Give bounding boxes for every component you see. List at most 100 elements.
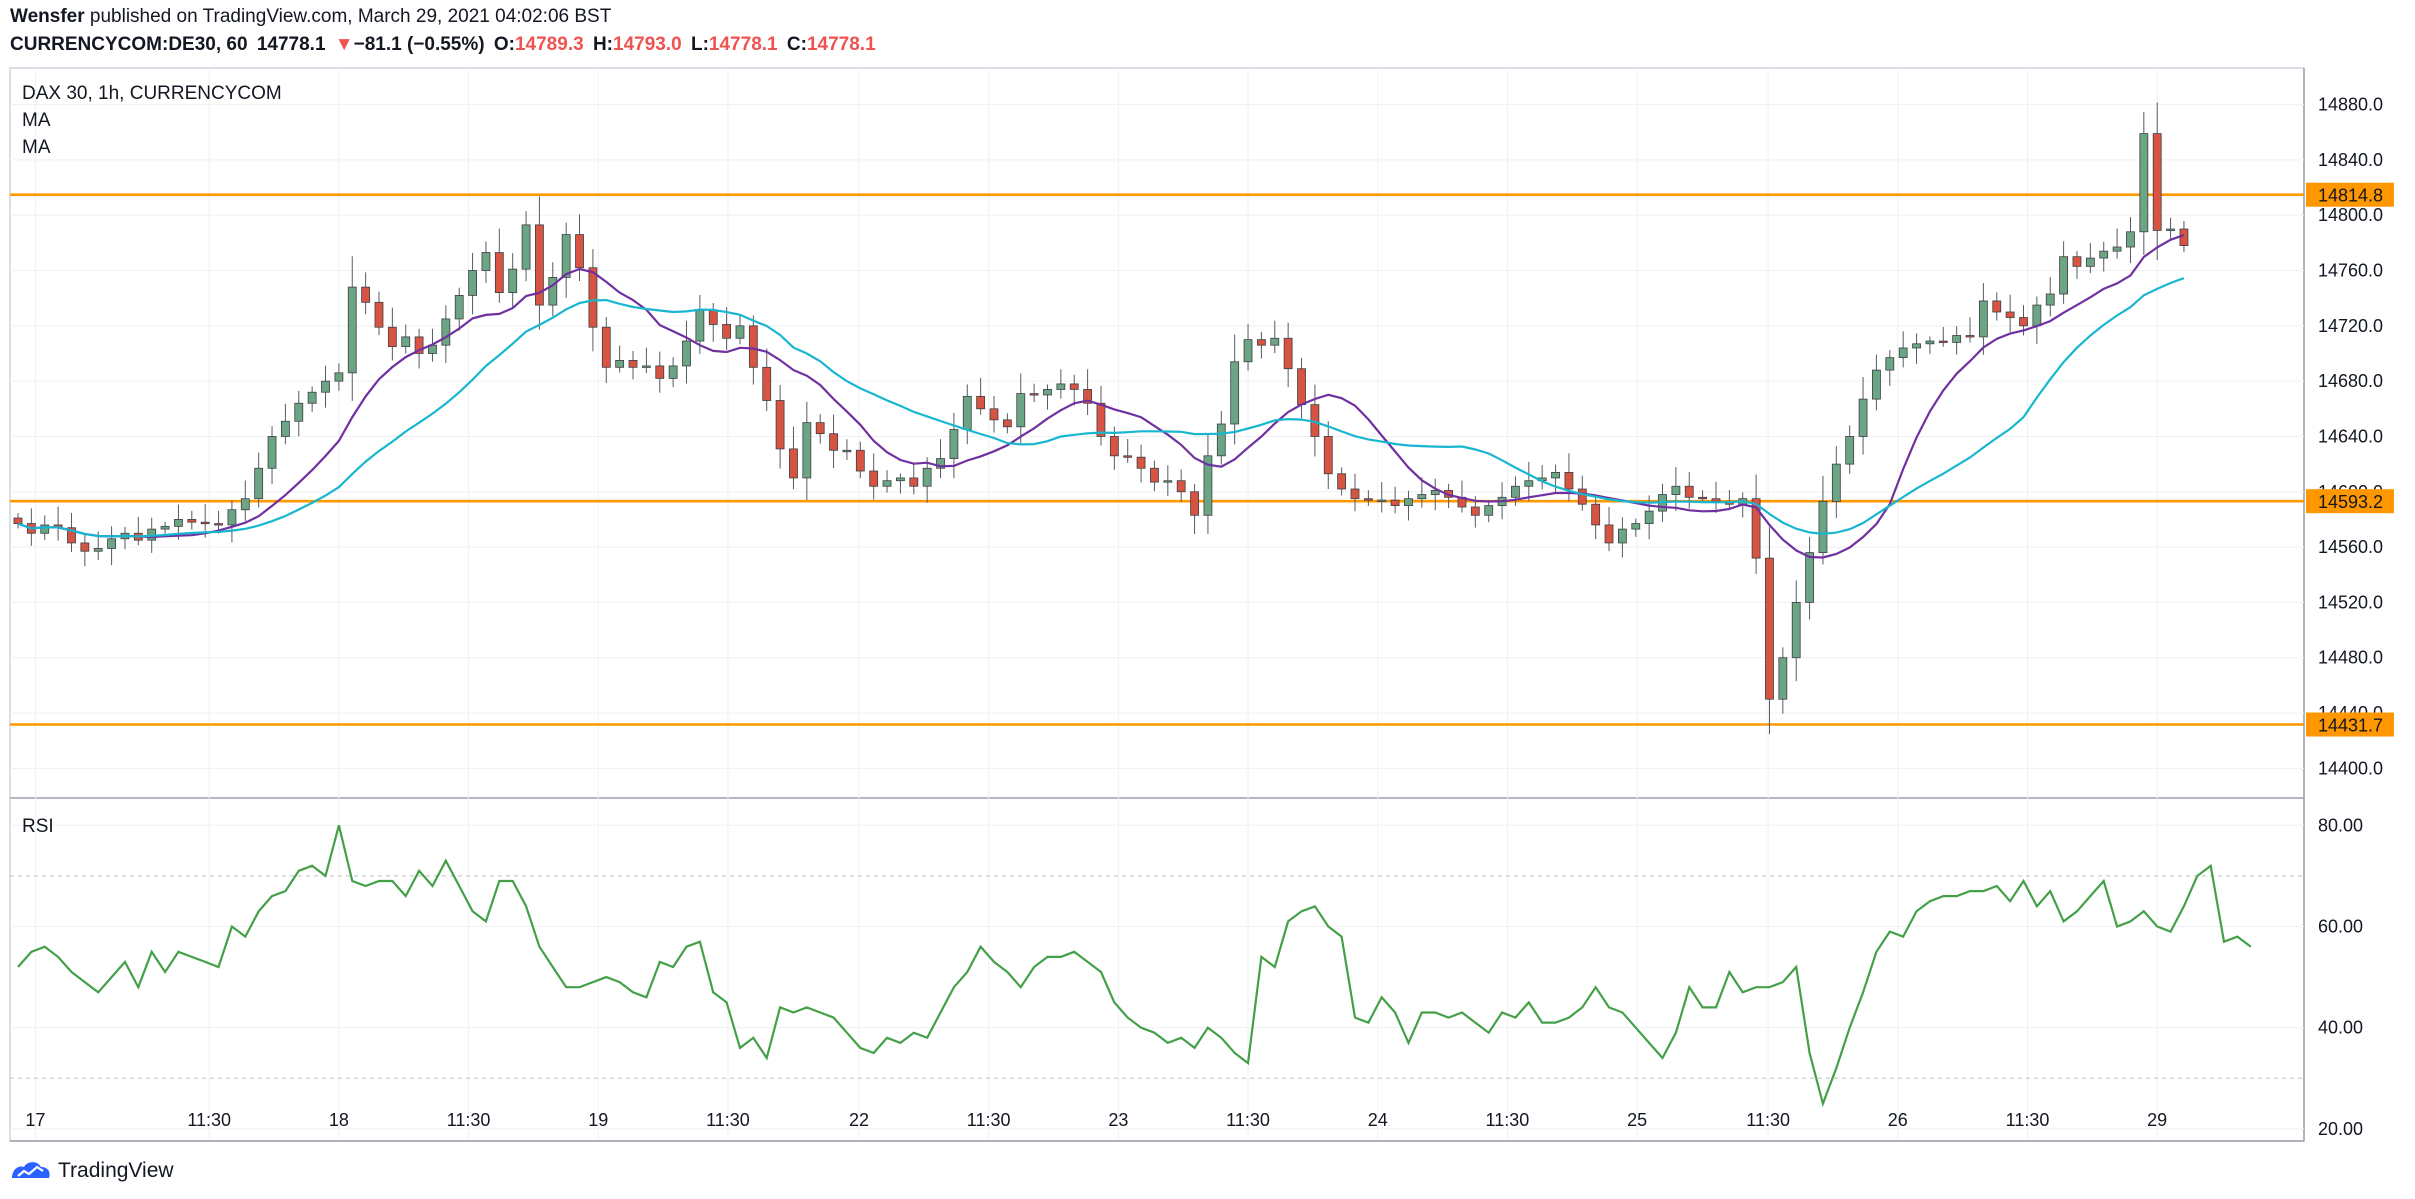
price-tick-label: 14760.0 [2318,261,2383,281]
candle [1203,433,1213,534]
candle-body [334,372,344,382]
candle [1818,475,1828,565]
candle [2126,217,2135,264]
candle-body [40,524,50,534]
time-tick-label: 11:30 [706,1110,750,1130]
candle [2085,242,2095,274]
candle-body [695,310,705,342]
candle [414,328,424,369]
candle [2152,102,2162,261]
candle-body [2126,231,2135,248]
candle [1323,421,1333,490]
candle-body [1270,337,1280,346]
candle-body [494,252,504,294]
candle [682,320,691,384]
candle-body [454,295,464,320]
candle [374,291,384,336]
candle-body [1243,339,1253,363]
candle-body [1992,300,2002,313]
candle-body [1618,528,1627,544]
chart-border [9,67,2305,1142]
legend-rsi[interactable]: RSI [22,816,54,837]
candle-body [682,340,691,367]
candle-body [294,402,304,422]
candle-body [575,234,584,269]
candle-body [2179,228,2189,247]
level-tag-bg [2306,489,2394,514]
candle-body [668,365,678,379]
candle [1123,439,1133,463]
candle-body [789,448,798,479]
change-value: −81.1 (−0.55%) [353,34,485,55]
candle-body [214,523,223,526]
candle-body [227,509,237,526]
candle-body [1511,485,1520,498]
candle-body [989,408,999,421]
time-tick-label: 26 [1888,1110,1908,1130]
moving-averages [17,233,2185,559]
candle-body [1845,436,1855,465]
candle-body [1016,393,1026,428]
candle [361,272,371,315]
legend-title[interactable]: DAX 30, 1h, CURRENCYCOM [22,83,282,104]
tradingview-logo-icon [12,1162,50,1178]
candle [762,348,772,412]
price-tick-label: 14400.0 [2318,758,2383,778]
candle [869,453,879,500]
price-tick-label: 14520.0 [2318,592,2383,612]
price-tick-label: 14880.0 [2318,95,2383,115]
level-tag-label: 14814.8 [2318,186,2383,206]
candle [1216,410,1226,465]
horizontal-levels[interactable] [10,193,2304,726]
candle-body [80,542,90,552]
legend-ma-fast[interactable]: MA [22,110,51,131]
candle-body [1230,361,1240,425]
candle-body [347,286,357,374]
footer-branding[interactable]: TradingView [10,1156,174,1186]
candle-body [160,525,170,530]
author-name[interactable]: Wensfer [10,6,85,27]
candle-body [508,268,518,294]
candle-body [869,470,879,487]
candle [1845,425,1855,474]
legend-ma-slow[interactable]: MA [22,137,51,158]
candle [1898,331,1908,368]
rsi-tick-label: 60.00 [2318,916,2363,936]
candle-body [307,391,317,404]
candle [1524,461,1534,501]
candle [842,439,852,460]
candle [1056,369,1066,399]
candle-body [2032,304,2042,327]
candle [1885,350,1895,386]
candle-body [1150,467,1159,483]
candle [628,351,638,380]
candle-body [1083,389,1092,404]
candle [976,377,986,415]
price-tick-label: 14800.0 [2318,205,2383,225]
candle-body [1711,498,1721,502]
candle [1163,465,1173,497]
candle-body [909,477,919,487]
candle-body [374,301,384,328]
candle [1765,527,1774,735]
candles [13,102,2189,735]
candle [1938,327,1948,347]
candle [1872,354,1881,411]
candle [1150,460,1159,492]
time-tick-label: 11:30 [1746,1110,1790,1130]
candle [1350,473,1360,512]
candle-body [1470,506,1480,516]
chart-header: Wensfer published on TradingView.com, Ma… [0,0,2415,64]
price-tick-label: 14560.0 [2318,537,2383,557]
candle-body [1671,485,1681,495]
candle-body [2112,246,2122,252]
candle [494,228,504,303]
candle [2045,277,2055,317]
candle-body [535,224,544,306]
time-tick-label: 17 [25,1110,45,1130]
candle [922,457,932,503]
rsi-tick-label: 20.00 [2318,1119,2363,1139]
candle-body [936,458,945,469]
candle-body [882,480,892,487]
